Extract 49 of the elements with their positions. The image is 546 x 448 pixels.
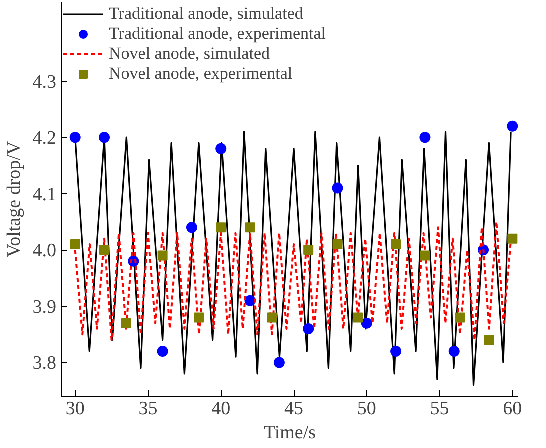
- point: [158, 250, 168, 261]
- point: [244, 295, 256, 306]
- y-tick-label: 4.2: [32, 128, 56, 150]
- point: [361, 318, 372, 329]
- y-tick-label: 4.1: [32, 184, 56, 206]
- point: [448, 346, 460, 357]
- legend-label: Traditional anode, simulated: [109, 4, 304, 24]
- legend-label: Traditional anode, experimental: [109, 24, 326, 44]
- point: [484, 335, 494, 346]
- point: [216, 143, 227, 154]
- legend-label: Novel anode, experimental: [109, 64, 293, 84]
- point: [455, 312, 466, 323]
- point: [332, 182, 344, 194]
- point: [508, 234, 518, 244]
- x-tick-label: 30: [66, 398, 85, 420]
- point: [507, 120, 518, 132]
- point: [186, 222, 198, 234]
- point: [216, 222, 226, 233]
- y-tick-label: 4.3: [32, 72, 56, 93]
- y-tick-label: 4.0: [32, 240, 56, 262]
- x-tick-label: 50: [357, 398, 376, 420]
- point: [353, 312, 364, 323]
- point: [70, 132, 81, 144]
- y-axis-title: Voltage drop/V: [4, 141, 25, 258]
- y-tick-label: 3.9: [32, 296, 56, 318]
- point: [121, 318, 132, 328]
- point: [420, 132, 431, 144]
- point: [70, 240, 80, 250]
- point: [274, 357, 285, 368]
- point: [303, 323, 314, 334]
- point: [390, 346, 402, 357]
- point: [304, 245, 314, 256]
- x-tick-label: 45: [284, 398, 304, 420]
- point: [267, 312, 278, 323]
- point: [391, 240, 402, 250]
- point: [157, 346, 168, 357]
- point: [245, 222, 256, 233]
- y-tick-label: 3.8: [32, 353, 56, 374]
- point: [332, 240, 343, 250]
- x-tick-label: 60: [503, 398, 522, 420]
- x-axis-title: Time/s: [264, 422, 316, 444]
- point: [194, 312, 204, 323]
- x-tick-label: 55: [430, 398, 450, 420]
- x-tick-label: 35: [138, 398, 158, 420]
- point: [99, 132, 110, 144]
- point: [420, 250, 430, 261]
- point: [100, 245, 110, 256]
- legend-label: Novel anode, simulated: [109, 44, 270, 64]
- x-tick-label: 40: [212, 398, 231, 420]
